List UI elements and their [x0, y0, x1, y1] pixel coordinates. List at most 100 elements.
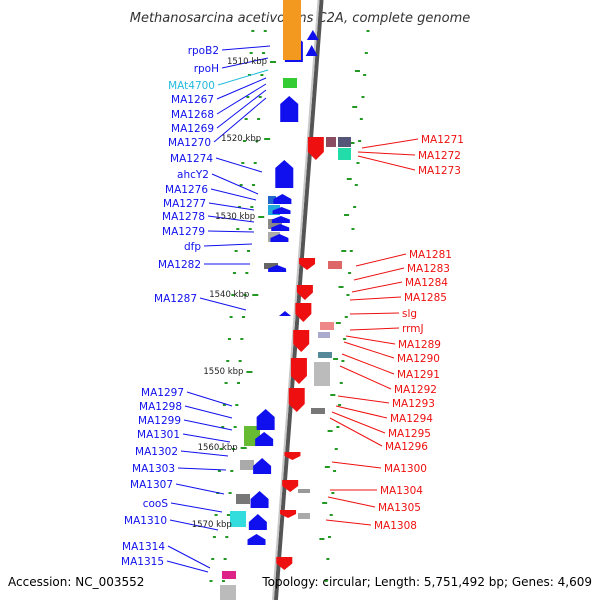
gene-label-left: MA1274 [170, 153, 213, 165]
rail-right-outer-tick [358, 140, 362, 142]
rail-right-mark [341, 250, 347, 252]
gene-label-right: MA1305 [378, 502, 421, 514]
rail-left-outer-tick [236, 228, 240, 230]
rail-left-outer-tick [229, 316, 233, 318]
gene-label-right: MA1290 [397, 353, 440, 365]
leader-line-left [183, 419, 233, 431]
kbp-tick-label: 1540 kbp [209, 290, 249, 300]
rail-left-outer-tick [241, 162, 245, 164]
tick-layer [209, 30, 370, 582]
gene-label-left: MA1302 [135, 446, 178, 458]
rail-right-outer-tick [356, 162, 360, 164]
gene-label-left: MA1270 [168, 137, 211, 149]
gene-label-right: MA1304 [380, 485, 423, 497]
forward-gene-arrow [275, 160, 294, 188]
rail-right-outer-tick [324, 580, 328, 582]
rail-left-inner-tick [247, 250, 251, 252]
gene-label-left: MA1277 [163, 198, 206, 210]
leader-line-right [337, 395, 390, 404]
rail-left-inner-tick [245, 272, 249, 274]
shading-bar [264, 263, 278, 269]
rail-right-mark [346, 178, 352, 180]
leader-line-left [221, 45, 271, 51]
forward-gene-arrow [256, 409, 275, 430]
leader-line-left [216, 83, 267, 115]
shading-bar [326, 137, 336, 147]
rail-left-outer-tick [214, 514, 218, 516]
leader-line-left [216, 77, 267, 100]
rail-left-outer-tick [237, 206, 241, 208]
rail-right-mark [349, 142, 355, 144]
shading-layer [220, 137, 351, 600]
gene-label-left: dfp [184, 241, 201, 253]
leader-line-left [170, 502, 223, 513]
leader-line-right [327, 496, 376, 508]
rail-left-inner-tick [221, 580, 225, 582]
gene-label-layer: 1510 kbp 1520 kbp 1530 kbp 1540 kbp 1550 kbp… [121, 45, 464, 568]
rail-left-inner-tick [242, 316, 246, 318]
leader-line-left [175, 483, 225, 495]
topology-text: Topology: circular; Length: 5,751,492 bp… [261, 575, 592, 589]
rail-right-outer-tick [364, 52, 368, 54]
gene-label-left: ahcY2 [177, 169, 209, 181]
rail-right-outer-tick [366, 30, 370, 32]
kbp-tick-mark [264, 138, 271, 140]
reverse-gene-arrow [290, 358, 307, 384]
gene-label-left: MA1268 [171, 109, 214, 121]
shading-bar [338, 148, 351, 160]
gene-layer [247, 0, 324, 570]
rail-right-outer-tick [339, 382, 343, 384]
rail-right-outer-tick [326, 558, 330, 560]
leader-line-left [207, 215, 255, 223]
rail-left-outer-tick [249, 52, 253, 54]
rail-right-outer-tick [331, 492, 335, 494]
gene-label-right: MA1293 [392, 398, 435, 410]
rail-right-outer-tick [343, 338, 347, 340]
rail-left-inner-tick [223, 558, 227, 560]
rail-left-outer-tick [212, 536, 216, 538]
gene-label-right: MA1271 [421, 134, 464, 146]
shading-bar [230, 511, 246, 527]
rail-right-outer-tick [333, 470, 337, 472]
forward-gene-arrow [280, 96, 299, 122]
kbp-tick-label: 1550 kbp [203, 367, 243, 377]
kbp-tick-label: 1560 kbp [198, 443, 238, 453]
rail-left-outer-tick [219, 448, 223, 450]
leader-line-left [184, 405, 233, 419]
gene-label-left: MA1307 [130, 479, 173, 491]
gene-label-left: MA1297 [141, 387, 184, 399]
leader-line-left [215, 157, 263, 173]
gene-label-right: MA1281 [409, 249, 452, 261]
leader-line-right [349, 296, 402, 301]
gene-label-left: cooS [143, 498, 169, 510]
leader-line-left [207, 230, 255, 233]
rail-left-outer-tick [251, 30, 255, 32]
leader-line-right [331, 411, 386, 434]
gene-label-left: rpoH [194, 63, 219, 75]
forward-gene-arrow [250, 491, 269, 508]
leader-line-right [361, 138, 419, 149]
rail-left-inner-tick [260, 74, 264, 76]
rail-right-outer-tick [344, 316, 348, 318]
gene-label-right: MA1300 [384, 463, 427, 475]
rail-left-inner-tick [243, 294, 247, 296]
rail-right-outer-tick [363, 74, 367, 76]
leader-line-left [216, 89, 267, 129]
shading-bar [268, 196, 276, 204]
rail-right-mark [319, 538, 325, 540]
rail-left-inner-tick [228, 492, 232, 494]
leader-line-left [211, 173, 259, 195]
leader-line-left [217, 69, 269, 86]
leader-line-right [339, 365, 392, 390]
rail-left-outer-tick [224, 382, 228, 384]
forward-gene-arrow [273, 194, 292, 204]
shading-bar [268, 219, 282, 229]
leader-line-right [341, 353, 395, 375]
leader-line-right [355, 253, 407, 267]
rail-right-outer-tick [336, 426, 340, 428]
leader-line-right [351, 281, 403, 293]
leader-line-left [203, 243, 253, 247]
gene-label-right: MA1289 [398, 339, 441, 351]
